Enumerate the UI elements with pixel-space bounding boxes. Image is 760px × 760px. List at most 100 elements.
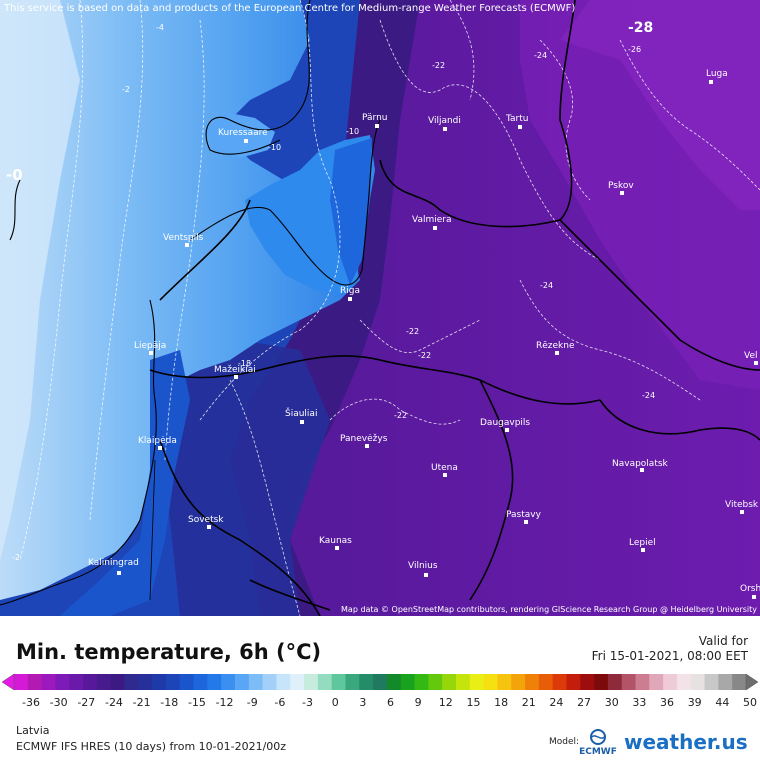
color-scale-tick: -36 <box>22 696 40 709</box>
city-pastavy[interactable]: Pastavy <box>506 510 542 524</box>
city-sovetsk[interactable]: Sovetsk <box>188 515 224 529</box>
color-scale-bar <box>2 673 758 691</box>
contour-label: -26 <box>628 45 641 54</box>
color-scale-tick: 36 <box>660 696 675 709</box>
city-utena[interactable]: Utena <box>431 463 458 477</box>
color-scale-tick: -30 <box>49 696 68 709</box>
city-siauliai[interactable]: Šiauliai <box>285 407 317 424</box>
contour-label: -10 <box>268 143 281 152</box>
contour-label: -0 <box>6 166 23 184</box>
contour-label: -24 <box>540 281 553 290</box>
color-scale-cell <box>552 674 567 690</box>
city-tartu[interactable]: Tartu <box>505 114 528 129</box>
city-daugavpils[interactable]: Daugavpils <box>480 418 530 432</box>
color-scale-cell <box>704 674 719 690</box>
color-scale-cell <box>373 674 388 690</box>
svg-text:Rēzekne: Rēzekne <box>536 341 575 351</box>
svg-text:Šiauliai: Šiauliai <box>285 407 317 419</box>
contour-label: -24 <box>642 391 655 400</box>
color-scale-cell <box>483 674 498 690</box>
color-scale-cell <box>455 674 471 690</box>
contour-label: -24 <box>534 51 547 60</box>
city-pskov[interactable]: Pskov <box>608 181 634 195</box>
city-riga[interactable]: Riga <box>340 286 360 301</box>
color-scale-cell <box>414 674 429 690</box>
color-scale-cell <box>27 674 43 690</box>
color-scale-cell <box>359 674 374 690</box>
city-vitebsk[interactable]: Vitebsk <box>725 500 759 514</box>
color-scale-cell <box>732 674 747 690</box>
city-parnu[interactable]: Pärnu <box>362 113 388 128</box>
weather-us-logo[interactable]: weather.us <box>624 730 748 754</box>
gulf-inner-cold <box>330 138 372 285</box>
color-scale-cell <box>718 674 733 690</box>
color-scale-cell <box>594 674 609 690</box>
city-rezekne[interactable]: Rēzekne <box>536 341 575 355</box>
city-mazeikiai[interactable]: Mažeikiai <box>214 365 256 379</box>
weather-map[interactable]: -4 -2 -0 -10 -10 -22 -24 -26 -28 -24 -22… <box>0 0 760 616</box>
color-scale-cell <box>649 674 664 690</box>
map-title: Min. temperature, 6h (°C) <box>16 640 322 664</box>
city-panevezys[interactable]: Panevėžys <box>340 434 388 448</box>
svg-text:Valmiera: Valmiera <box>412 215 452 225</box>
color-scale-cell <box>207 674 222 690</box>
color-scale-tick: -21 <box>132 696 151 709</box>
color-scale-cell <box>248 674 263 690</box>
isotherm-lines <box>19 0 760 616</box>
color-scale-cell <box>525 674 540 690</box>
contour-label: -22 <box>394 411 407 420</box>
color-scale-cell <box>69 674 84 690</box>
city-luga[interactable]: Luga <box>706 69 728 84</box>
city-valmiera[interactable]: Valmiera <box>412 215 452 230</box>
city-kaliningrad[interactable]: Kaliningrad <box>88 558 139 575</box>
city-kuressaare[interactable]: Kuressaare <box>218 128 268 143</box>
city-lepiel[interactable]: Lepiel <box>629 538 656 552</box>
city-navapolatsk[interactable]: Navapolatsk <box>612 459 669 472</box>
coastlines <box>0 0 381 606</box>
svg-text:Utena: Utena <box>431 463 458 473</box>
color-scale-tick: -15 <box>187 696 206 709</box>
svg-text:Kaliningrad: Kaliningrad <box>88 558 139 568</box>
color-scale-cell <box>304 674 319 690</box>
color-scale-cell <box>428 674 443 690</box>
svg-text:Tartu: Tartu <box>505 114 528 124</box>
color-scale-cell <box>607 674 623 690</box>
city-klaipeda[interactable]: Klaipėda <box>138 436 177 450</box>
contour-label: -10 <box>346 127 359 136</box>
region-name: Latvia <box>16 724 50 737</box>
svg-text:Klaipėda: Klaipėda <box>138 436 177 446</box>
color-scale-cell <box>124 674 139 690</box>
city-liepaja[interactable]: Liepāja <box>134 341 166 355</box>
city-vel[interactable]: Vel <box>744 351 758 365</box>
contour-label: -22 <box>432 61 445 70</box>
color-scale-cell <box>663 674 678 690</box>
contour-label: -22 <box>406 327 419 336</box>
svg-text:Riga: Riga <box>340 286 360 296</box>
color-scale-cell <box>331 674 346 690</box>
svg-text:Kuressaare: Kuressaare <box>218 128 268 138</box>
city-ventspils[interactable]: Ventspils <box>163 233 204 247</box>
ecmwf-logo-text: ECMWF <box>579 747 617 756</box>
svg-text:Kaunas: Kaunas <box>319 536 352 546</box>
city-vilnius[interactable]: Vilnius <box>408 561 438 577</box>
color-scale-cell <box>110 674 125 690</box>
city-viljandi[interactable]: Viljandi <box>428 116 461 131</box>
color-scale-cell <box>14 674 29 690</box>
color-scale-cell <box>580 674 595 690</box>
city-orsha[interactable]: Orsha <box>740 584 760 599</box>
color-scale-cell <box>96 674 112 690</box>
color-scale-tick: -24 <box>104 696 123 709</box>
city-kaunas[interactable]: Kaunas <box>319 536 352 550</box>
color-scale-cell <box>386 674 402 690</box>
svg-text:Liepāja: Liepāja <box>134 341 166 351</box>
color-scale-cell <box>345 674 360 690</box>
color-scale-tick: 9 <box>414 696 422 709</box>
color-scale-tick: 50 <box>743 696 757 709</box>
color-scale-tick: -18 <box>160 696 179 709</box>
legend-panel: Min. temperature, 6h (°C) Valid for Fri … <box>0 616 760 760</box>
map-attribution[interactable]: Map data © OpenStreetMap contributors, r… <box>341 605 757 614</box>
color-scale-tick: 33 <box>632 696 647 709</box>
cities: Luga Pärnu Viljandi Tartu Kuressaare Psk… <box>88 69 760 599</box>
ecmwf-logo[interactable]: ECMWF <box>578 728 618 757</box>
svg-text:Ventspils: Ventspils <box>163 233 204 243</box>
